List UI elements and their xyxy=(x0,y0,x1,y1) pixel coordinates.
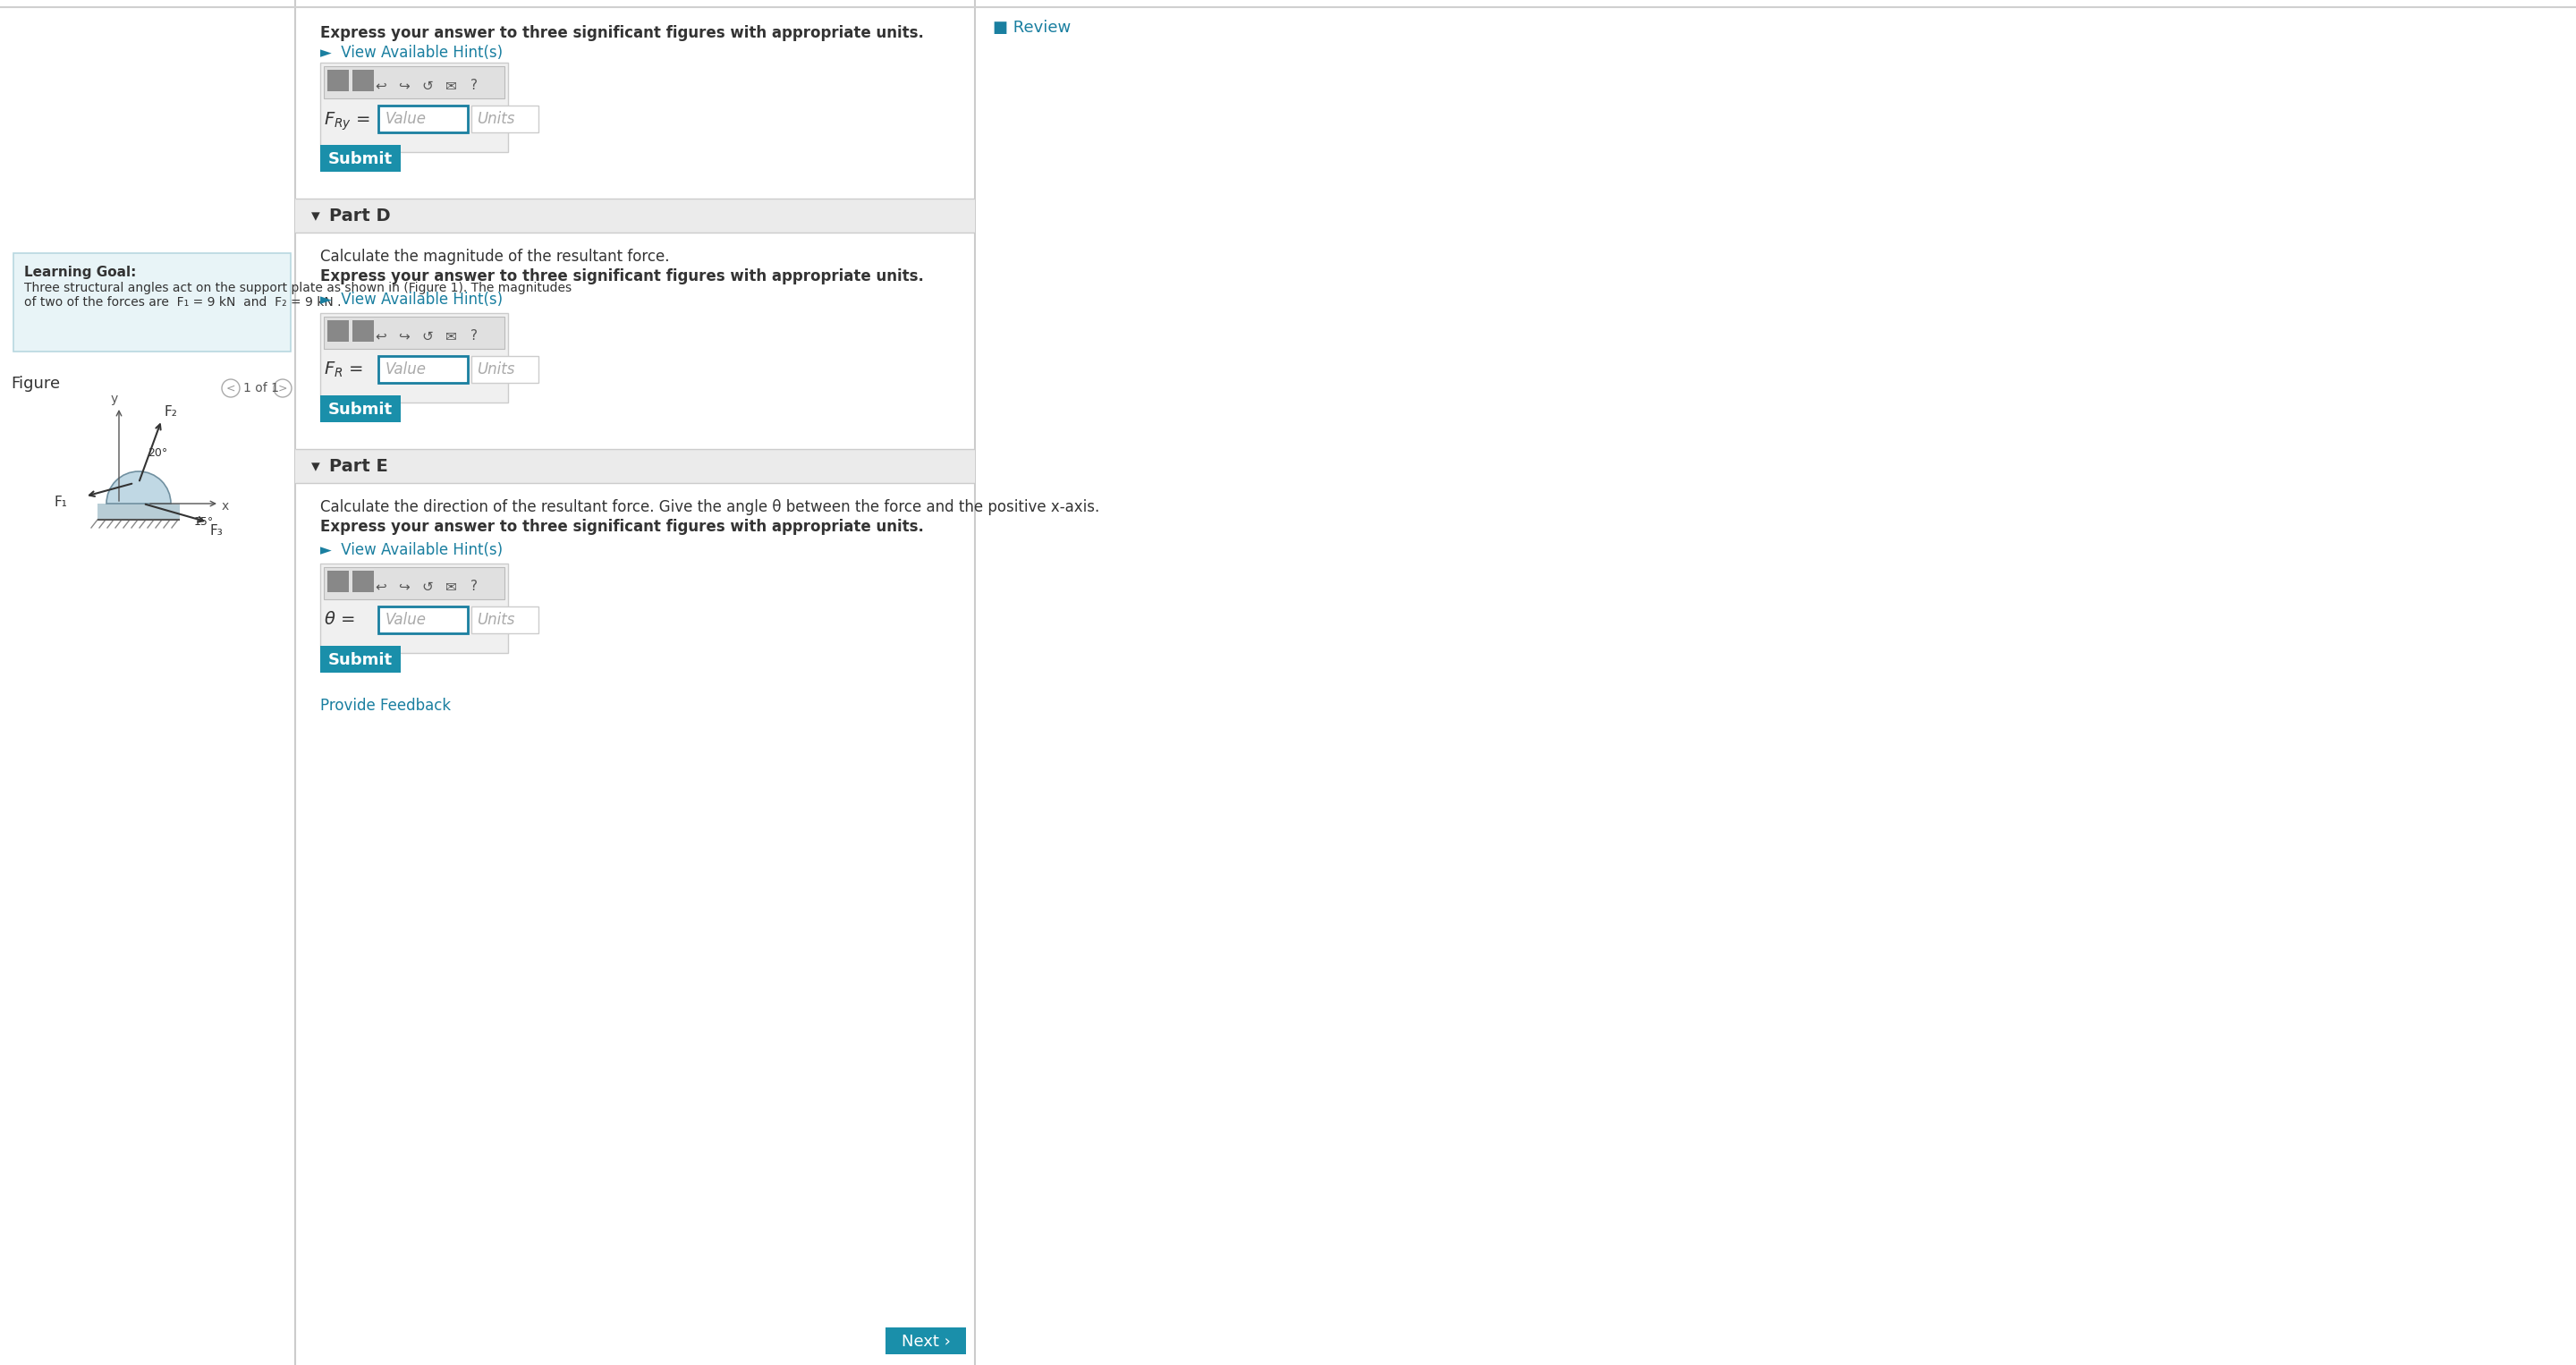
Text: ↺: ↺ xyxy=(422,329,433,343)
Text: ↪: ↪ xyxy=(399,329,410,343)
Bar xyxy=(325,317,505,349)
Text: Next ›: Next › xyxy=(902,1334,951,1350)
Text: Value: Value xyxy=(386,362,428,378)
Bar xyxy=(974,0,2576,1365)
Bar xyxy=(319,63,507,152)
Text: $F_R$ =: $F_R$ = xyxy=(325,360,363,379)
Text: ?: ? xyxy=(471,79,477,93)
Text: Calculate the magnitude of the resultant force.: Calculate the magnitude of the resultant… xyxy=(319,248,670,265)
Bar xyxy=(325,66,505,98)
Text: Express your answer to three significant figures with appropriate units.: Express your answer to three significant… xyxy=(319,519,925,535)
Text: F₂: F₂ xyxy=(165,405,178,418)
Text: ↩: ↩ xyxy=(376,329,386,343)
Text: 1 of 1: 1 of 1 xyxy=(242,382,278,394)
Text: ▾: ▾ xyxy=(312,207,319,224)
Bar xyxy=(319,646,402,673)
Bar xyxy=(13,253,291,352)
Text: Calculate the direction of the resultant force. Give the angle θ between the for: Calculate the direction of the resultant… xyxy=(319,500,1100,515)
Text: ?: ? xyxy=(471,580,477,594)
Bar xyxy=(327,70,348,91)
Bar xyxy=(327,321,348,341)
Text: ■ Review: ■ Review xyxy=(992,19,1072,35)
Bar xyxy=(471,606,538,633)
Text: 15°: 15° xyxy=(193,516,214,528)
Bar xyxy=(379,606,469,633)
Bar xyxy=(886,1327,966,1354)
Bar xyxy=(327,571,348,592)
Wedge shape xyxy=(106,471,170,504)
Text: Units: Units xyxy=(477,612,515,628)
Bar xyxy=(379,356,469,382)
Text: Learning Goal:: Learning Goal: xyxy=(23,266,137,278)
Bar xyxy=(296,449,974,483)
Text: ↩: ↩ xyxy=(376,79,386,93)
Text: F₃: F₃ xyxy=(209,524,222,538)
Text: ✉: ✉ xyxy=(446,79,456,93)
Text: ?: ? xyxy=(471,329,477,343)
Bar xyxy=(98,504,180,520)
Text: Part E: Part E xyxy=(330,459,389,475)
Text: Express your answer to three significant figures with appropriate units.: Express your answer to three significant… xyxy=(319,25,925,41)
Bar xyxy=(319,564,507,652)
Text: $\theta$ =: $\theta$ = xyxy=(325,612,355,628)
Text: ↩: ↩ xyxy=(376,580,386,594)
Text: x: x xyxy=(222,500,229,512)
Text: Figure: Figure xyxy=(10,375,59,392)
Text: ↪: ↪ xyxy=(399,79,410,93)
Text: Value: Value xyxy=(386,612,428,628)
Text: Value: Value xyxy=(386,111,428,127)
Text: ►  View Available Hint(s): ► View Available Hint(s) xyxy=(319,45,502,61)
Text: Part D: Part D xyxy=(330,207,392,224)
Text: ✉: ✉ xyxy=(446,580,456,594)
Text: Submit: Submit xyxy=(327,652,392,669)
Bar xyxy=(296,198,974,232)
Text: Three structural angles act on the support plate as shown in (Figure 1). The mag: Three structural angles act on the suppo… xyxy=(23,281,572,308)
Bar xyxy=(296,0,974,1365)
Bar xyxy=(379,105,469,132)
Text: ►  View Available Hint(s): ► View Available Hint(s) xyxy=(319,542,502,558)
Bar xyxy=(325,566,505,599)
Text: ↺: ↺ xyxy=(422,580,433,594)
Bar xyxy=(0,0,296,1365)
Text: ↪: ↪ xyxy=(399,580,410,594)
Bar xyxy=(471,356,538,382)
Text: ►  View Available Hint(s): ► View Available Hint(s) xyxy=(319,292,502,307)
Text: 20°: 20° xyxy=(147,448,167,459)
Bar xyxy=(353,571,374,592)
Text: Express your answer to three significant figures with appropriate units.: Express your answer to three significant… xyxy=(319,269,925,284)
Text: ↺: ↺ xyxy=(422,79,433,93)
Text: Units: Units xyxy=(477,111,515,127)
Text: y: y xyxy=(111,393,118,405)
Text: ✉: ✉ xyxy=(446,329,456,343)
Bar xyxy=(319,396,402,422)
Bar xyxy=(471,105,538,132)
Bar xyxy=(319,313,507,403)
Text: ▾: ▾ xyxy=(312,459,319,475)
Text: Units: Units xyxy=(477,362,515,378)
Bar xyxy=(353,321,374,341)
Text: Submit: Submit xyxy=(327,152,392,168)
Text: Submit: Submit xyxy=(327,401,392,418)
Bar xyxy=(353,70,374,91)
Text: F₁: F₁ xyxy=(54,495,67,509)
Text: Provide Feedback: Provide Feedback xyxy=(319,698,451,714)
Text: >: > xyxy=(278,382,289,394)
Text: <: < xyxy=(227,382,234,394)
Bar xyxy=(319,145,402,172)
Text: $F_{Ry}$ =: $F_{Ry}$ = xyxy=(325,111,371,132)
